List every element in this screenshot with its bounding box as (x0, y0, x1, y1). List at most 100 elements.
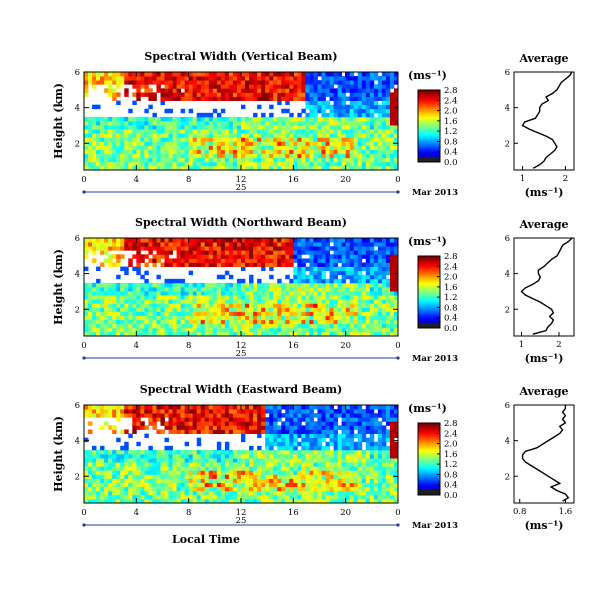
x-tick-label: 8 (186, 508, 191, 518)
colorbar-swatch (418, 268, 440, 271)
colorbar-swatch (418, 266, 440, 269)
average-x-tick-label: 1 (519, 340, 524, 350)
colorbar-swatch (418, 110, 440, 113)
average-frame (513, 237, 575, 337)
colorbar-swatch (418, 427, 440, 430)
x-tick-label: 8 (186, 175, 191, 185)
average-x-label: (ms⁻¹) (525, 519, 564, 532)
average-y-tick-label: 2 (505, 305, 510, 315)
colorbar-swatch (418, 425, 440, 428)
average-x-tick-label: 2 (556, 340, 561, 350)
average-x-tick-label: 2 (563, 174, 568, 184)
x-tick-label: 20 (340, 508, 351, 518)
colorbar-swatch (418, 441, 440, 444)
y-tick-label: 4 (75, 270, 80, 280)
colorbar-swatch (418, 467, 440, 470)
x-tick-label: 0 (395, 508, 400, 518)
colorbar-swatch (418, 114, 440, 117)
colorbar-tick-label: 1.6 (444, 283, 458, 293)
colorbar-swatch (418, 312, 440, 315)
x-tick-label: 0 (81, 508, 86, 518)
colorbar-tick-label: 2.8 (444, 86, 458, 96)
colorbar-tick-label: 2.4 (444, 262, 458, 272)
colorbar-swatch (418, 294, 440, 297)
colorbar-unit: (ms⁻¹) (408, 235, 447, 248)
colorbar-swatch (418, 116, 440, 119)
colorbar-swatch (418, 431, 440, 434)
colorbar-swatch (418, 136, 440, 139)
colorbar-swatch (418, 451, 440, 454)
average-profile-line (521, 405, 570, 502)
colorbar-swatch (418, 443, 440, 446)
date-bar-end (82, 356, 86, 360)
colorbar-tick-label: 1.2 (444, 293, 458, 303)
colorbar-swatch (418, 90, 440, 93)
heatmap-cells (84, 238, 399, 337)
x-tick-label: 0 (395, 175, 400, 185)
y-axis-label: Height (km) (52, 249, 65, 325)
date-day: 25 (236, 349, 247, 359)
colorbar-swatch (418, 262, 440, 265)
colorbar-swatch (418, 437, 440, 440)
date-label: Mar 2013 (412, 354, 458, 364)
colorbar-tick-label: 2.0 (444, 107, 458, 117)
colorbar-swatch (418, 124, 440, 127)
colorbar-tick-label: 1.2 (444, 460, 458, 470)
colorbar-swatch (418, 483, 440, 486)
colorbar-swatch (418, 469, 440, 472)
colorbar-tick-label: 0.4 (444, 314, 458, 324)
colorbar-tick-label: 1.2 (444, 127, 458, 137)
colorbar-swatch (418, 120, 440, 123)
colorbar-swatch (418, 122, 440, 125)
colorbar-swatch (418, 92, 440, 95)
colorbar-swatch (418, 477, 440, 480)
colorbar-swatch (418, 146, 440, 149)
colorbar-swatch (418, 485, 440, 488)
colorbar-swatch (418, 282, 440, 285)
colorbar-swatch (418, 154, 440, 157)
colorbar-swatch (418, 459, 440, 462)
colorbar-swatch (418, 306, 440, 309)
colorbar-tick-label: 0.8 (444, 137, 458, 147)
colorbar-swatch (418, 316, 440, 319)
colorbar-swatch (418, 152, 440, 155)
colorbar-swatch (418, 300, 440, 303)
colorbar-swatch (418, 461, 440, 464)
colorbar-swatch (418, 128, 440, 131)
average-x-label: (ms⁻¹) (525, 186, 564, 199)
heatmap-cells (84, 72, 399, 171)
date-label: Mar 2013 (412, 521, 458, 531)
colorbar-unit: (ms⁻¹) (408, 402, 447, 415)
colorbar-swatch (418, 134, 440, 137)
colorbar-swatch (418, 104, 440, 107)
date-bar-end (82, 523, 86, 527)
y-tick-label: 6 (75, 68, 80, 78)
colorbar-tick-label: 2.8 (444, 252, 458, 262)
average-title: Average (518, 52, 568, 65)
colorbar-swatch (418, 118, 440, 121)
colorbar-swatch (418, 445, 440, 448)
average-y-tick-label: 4 (505, 104, 510, 114)
colorbar-swatch (418, 150, 440, 153)
colorbar-swatch (418, 308, 440, 311)
date-bar-end (396, 523, 400, 527)
colorbar-swatch (418, 290, 440, 293)
average-y-tick-label: 6 (505, 68, 510, 78)
colorbar-swatch (418, 264, 440, 267)
colorbar-swatch (418, 463, 440, 466)
heatmap-cells (84, 405, 399, 504)
colorbar-swatch (418, 447, 440, 450)
x-tick-label: 8 (186, 341, 191, 351)
x-tick-label: 0 (81, 341, 86, 351)
date-bar-end (396, 190, 400, 194)
colorbar-swatch (418, 479, 440, 482)
colorbar-swatch (418, 112, 440, 115)
colorbar-swatch (418, 453, 440, 456)
colorbar-tick-label: 1.6 (444, 117, 458, 127)
y-tick-label: 2 (75, 472, 80, 482)
average-y-tick-label: 2 (505, 139, 510, 149)
colorbar-swatch (418, 270, 440, 273)
colorbar-swatch (418, 94, 440, 97)
colorbar-swatch (418, 274, 440, 277)
colorbar-swatch (418, 323, 440, 328)
